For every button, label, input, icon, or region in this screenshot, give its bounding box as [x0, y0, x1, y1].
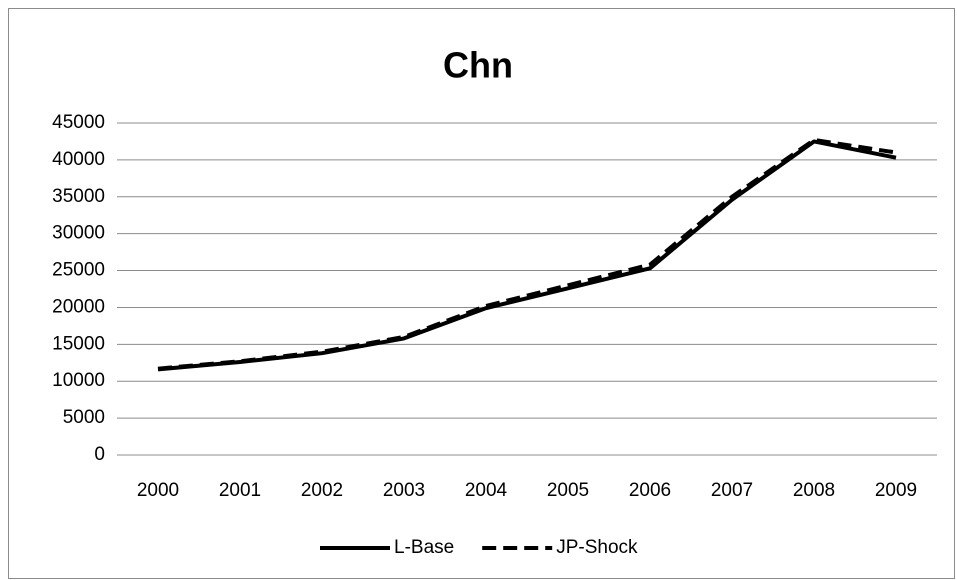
x-tick-label: 2003: [383, 480, 425, 501]
y-tick-label: 20000: [52, 296, 105, 317]
y-tick-label: 10000: [52, 370, 105, 391]
y-tick-label: 45000: [52, 112, 105, 133]
y-tick-label: 15000: [52, 333, 105, 354]
y-tick-label: 25000: [52, 260, 105, 281]
x-tick-label: 2008: [793, 480, 835, 501]
legend-label: L-Base: [394, 537, 454, 558]
x-tick-label: 2005: [547, 480, 589, 501]
y-tick-label: 35000: [52, 186, 105, 207]
x-tick-label: 2006: [629, 480, 671, 501]
x-tick-label: 2000: [137, 480, 179, 501]
x-tick-label: 2004: [465, 480, 508, 501]
y-tick-label: 0: [94, 444, 105, 465]
legend-label: JP-Shock: [556, 537, 638, 558]
y-tick-label: 40000: [52, 149, 105, 170]
x-tick-label: 2007: [711, 480, 753, 501]
x-tick-label: 2001: [219, 480, 261, 501]
chart-frame: [8, 8, 955, 579]
x-tick-label: 2002: [301, 480, 343, 501]
line-series: [157, 137, 897, 371]
y-tick-label: 30000: [52, 223, 105, 244]
x-tick-label: 2009: [875, 480, 917, 501]
y-tick-label: 5000: [63, 407, 105, 428]
chart-title: Chn: [443, 45, 513, 86]
